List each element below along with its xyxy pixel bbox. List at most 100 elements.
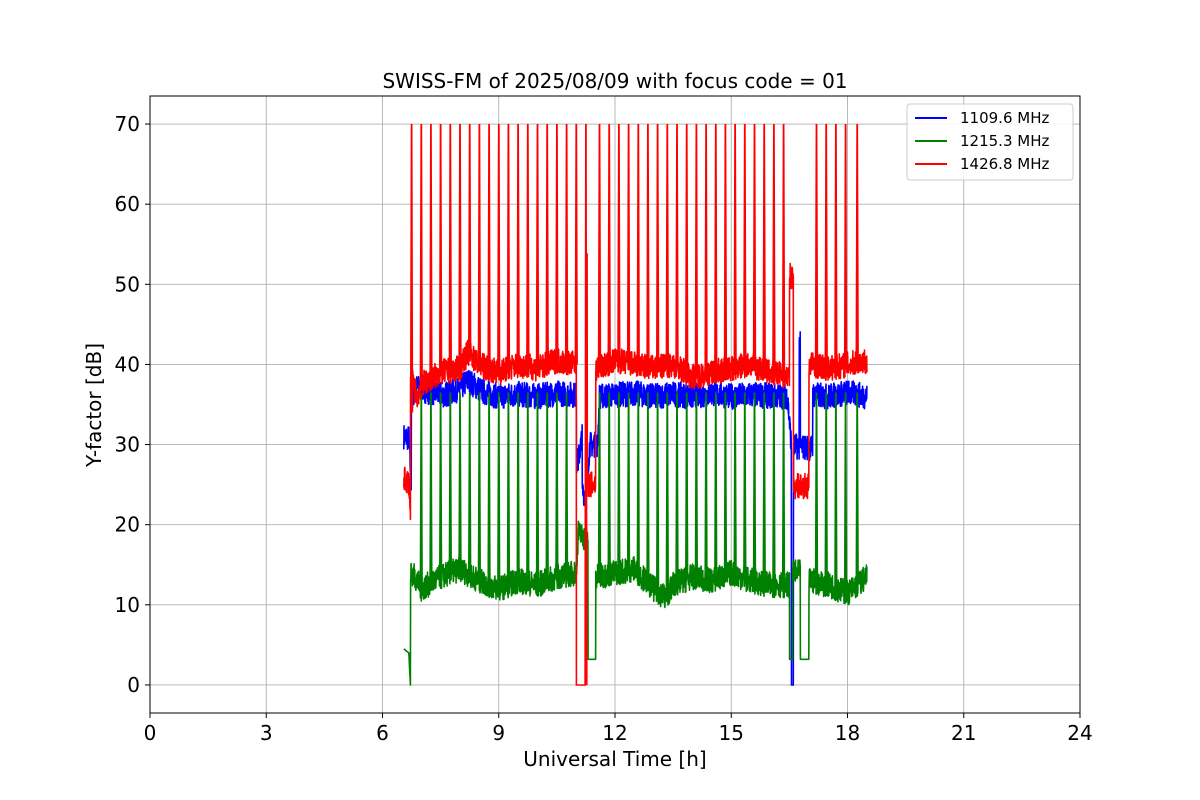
x-tick-label: 0 bbox=[144, 721, 157, 745]
series-line-1 bbox=[403, 520, 868, 686]
series-spike-1 bbox=[723, 392, 728, 576]
series-spike-1 bbox=[824, 392, 828, 585]
series-spike-2 bbox=[626, 123, 631, 364]
x-tick-label: 15 bbox=[719, 721, 744, 745]
series-spike-2 bbox=[685, 123, 689, 373]
series-spike-2 bbox=[468, 123, 472, 355]
series-spike-1 bbox=[555, 392, 559, 577]
legend: 1109.6 MHz 1215.3 MHz 1426.8 MHz bbox=[906, 103, 1074, 181]
series-spike-1 bbox=[477, 392, 481, 581]
series-spike-2 bbox=[834, 123, 838, 367]
series-spike-1 bbox=[506, 392, 511, 585]
series-spike-2 bbox=[762, 123, 766, 371]
series-spike-1 bbox=[685, 392, 689, 580]
series-spike-2 bbox=[733, 123, 737, 368]
legend-box bbox=[906, 103, 1074, 181]
series-spike-1 bbox=[675, 392, 679, 584]
series-spike-2 bbox=[429, 123, 433, 379]
series-spike-1 bbox=[439, 392, 443, 577]
y-tick-label: 0 bbox=[127, 673, 140, 697]
series-spike-2 bbox=[597, 123, 602, 368]
series-spike-1 bbox=[855, 392, 859, 585]
series-spike-1 bbox=[646, 392, 650, 583]
x-tick-label: 3 bbox=[260, 721, 273, 745]
series-spike-1 bbox=[714, 392, 718, 580]
series-spike-2 bbox=[419, 123, 423, 385]
series-spike-1 bbox=[752, 392, 757, 582]
series-spike-2 bbox=[458, 123, 462, 369]
series-spike-2 bbox=[439, 123, 443, 373]
series-spike-1 bbox=[762, 392, 766, 584]
x-tick-label: 6 bbox=[376, 721, 389, 745]
series-spike-1 bbox=[814, 392, 819, 582]
series-spike-1 bbox=[656, 392, 660, 592]
series-spike-1 bbox=[626, 392, 631, 571]
grid-layer bbox=[149, 96, 1081, 713]
x-tick-label: 24 bbox=[1067, 721, 1092, 745]
y-tick-label: 40 bbox=[115, 352, 140, 376]
series-spike-2 bbox=[675, 123, 679, 367]
series-spike-2 bbox=[506, 123, 511, 369]
series-spike-1 bbox=[772, 392, 776, 585]
series-spike-2 bbox=[545, 123, 549, 365]
x-axis-ticks: 0 3 6 9 12 15 18 21 24 bbox=[144, 713, 1093, 745]
series-spike-1 bbox=[743, 392, 747, 579]
series-spike-2 bbox=[656, 123, 660, 368]
series-spike-2 bbox=[526, 123, 530, 367]
series-spike-1 bbox=[419, 392, 423, 589]
x-tick-label: 12 bbox=[602, 721, 627, 745]
y-tick-label: 50 bbox=[115, 272, 140, 296]
series-spike-1 bbox=[429, 392, 433, 583]
series-line-0 bbox=[403, 331, 868, 686]
series-spike-1 bbox=[843, 392, 848, 593]
series-spike-1 bbox=[834, 392, 838, 589]
series-spike-2 bbox=[704, 123, 708, 374]
series-spike-1 bbox=[458, 392, 462, 569]
series-spike-2 bbox=[584, 123, 588, 686]
series-spike-1 bbox=[468, 392, 472, 575]
series-spike-2 bbox=[824, 123, 828, 368]
series-spike-2 bbox=[855, 123, 859, 363]
series-spike-1 bbox=[545, 392, 549, 581]
series-spike-2 bbox=[487, 123, 491, 369]
y-tick-label: 20 bbox=[115, 513, 140, 537]
series-spike-2 bbox=[665, 123, 669, 366]
series-spike-1 bbox=[564, 392, 569, 575]
series-spike-1 bbox=[665, 392, 669, 594]
series-group bbox=[403, 123, 868, 686]
series-spike-2 bbox=[607, 123, 611, 364]
series-spike-2 bbox=[781, 123, 786, 376]
series-spike-1 bbox=[497, 392, 501, 589]
series-spike-1 bbox=[526, 392, 530, 583]
chart-title: SWISS-FM of 2025/08/09 with focus code =… bbox=[382, 69, 847, 93]
y-axis-ticks: 0 10 20 30 40 50 60 70 bbox=[115, 112, 150, 697]
legend-label: 1215.3 MHz bbox=[960, 132, 1049, 150]
series-spike-1 bbox=[607, 392, 611, 575]
series-spike-2 bbox=[714, 123, 718, 372]
series-spike-1 bbox=[516, 392, 520, 581]
series-spike-1 bbox=[694, 392, 698, 578]
x-axis-title: Universal Time [h] bbox=[523, 747, 706, 771]
series-spike-1 bbox=[597, 392, 602, 577]
series-spike-2 bbox=[843, 123, 848, 365]
series-spike-2 bbox=[752, 123, 757, 367]
series-spike-1 bbox=[535, 392, 540, 585]
series-spike-2 bbox=[743, 123, 747, 366]
series-spike-2 bbox=[814, 123, 819, 366]
series-spike-1 bbox=[487, 392, 491, 585]
legend-label: 1109.6 MHz bbox=[960, 109, 1049, 127]
series-spike-2 bbox=[694, 123, 698, 376]
series-line-2 bbox=[403, 251, 868, 686]
series-spike-2 bbox=[477, 123, 481, 365]
series-spike-2 bbox=[636, 123, 640, 366]
series-spike-1 bbox=[448, 392, 452, 573]
series-spike-2 bbox=[448, 123, 452, 371]
series-spike-2 bbox=[772, 123, 776, 374]
series-spike-2 bbox=[497, 123, 501, 373]
series-spike-2 bbox=[617, 123, 621, 362]
legend-label: 1426.8 MHz bbox=[960, 155, 1049, 173]
y-axis-title: Y-factor [dB] bbox=[82, 343, 106, 468]
series-spike-1 bbox=[704, 392, 708, 580]
series-spike-2 bbox=[574, 123, 578, 365]
